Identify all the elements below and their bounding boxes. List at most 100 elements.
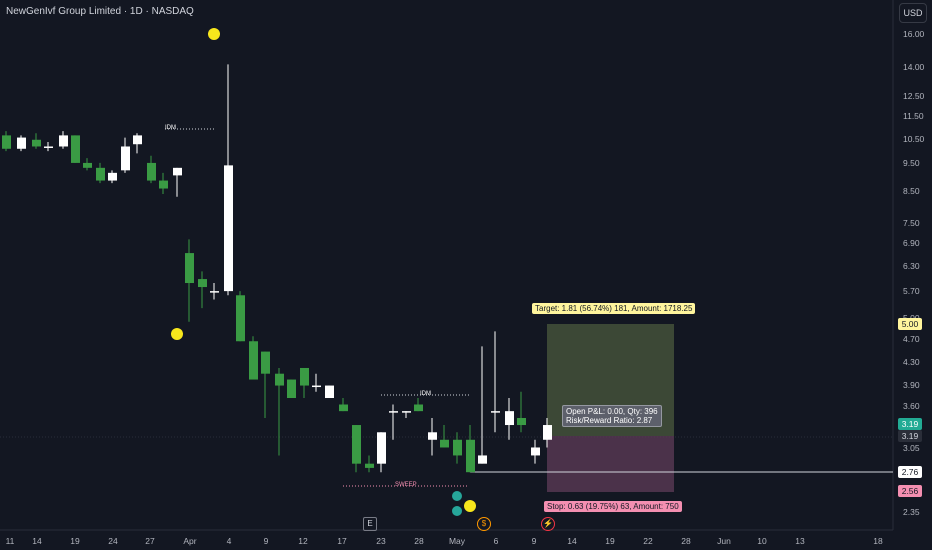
candle-body — [210, 291, 219, 293]
candle-body — [133, 135, 142, 145]
time-tick: 17 — [337, 536, 347, 546]
candle-body — [2, 135, 11, 149]
candle-body — [236, 295, 245, 342]
idm-label-1: IDM — [165, 125, 176, 131]
candle-body — [478, 455, 487, 464]
candle-body — [543, 425, 552, 440]
pnl-label: Open P&L: 0.00, Qty: 396 Risk/Reward Rat… — [562, 405, 662, 427]
time-tick: 13 — [795, 536, 805, 546]
level-price-tag: 2.76 — [898, 466, 922, 478]
time-tick: 23 — [376, 536, 386, 546]
price-tick: 9.50 — [903, 158, 920, 168]
candle-body — [517, 417, 526, 426]
candle-body — [325, 385, 334, 399]
time-tick: Jun — [717, 536, 731, 546]
time-tick: 12 — [298, 536, 308, 546]
time-tick: 28 — [681, 536, 691, 546]
candle-body — [428, 432, 437, 440]
candle-body — [159, 180, 168, 189]
price-tick: 10.50 — [903, 134, 925, 144]
candle-body — [96, 167, 105, 181]
price-tick: 6.30 — [903, 261, 920, 271]
candle-body — [287, 379, 296, 399]
signal-dot — [208, 28, 220, 40]
symbol-title: NewGenIvf Group Limited · 1D · NASDAQ — [6, 6, 194, 17]
candle-body — [312, 385, 321, 388]
last-close-tag: 3.19 — [898, 418, 922, 430]
time-tick: 22 — [643, 536, 653, 546]
candle-body — [414, 404, 423, 412]
candle-body — [402, 411, 411, 413]
price-tick: 7.50 — [903, 218, 920, 228]
earnings-marker[interactable]: E — [363, 517, 377, 531]
time-tick: 19 — [605, 536, 615, 546]
candle-body — [365, 463, 374, 468]
sweep-label: SWEEP — [395, 482, 417, 488]
price-tick: 11.50 — [903, 111, 924, 121]
time-tick: 9 — [263, 536, 269, 546]
candle-body — [147, 162, 156, 181]
teal-dot — [452, 491, 462, 501]
candle-body — [377, 432, 386, 464]
signal-dot — [464, 500, 476, 512]
candle-body — [173, 167, 182, 176]
dividend-marker[interactable]: $ — [477, 517, 491, 531]
price-tick: 2.35 — [903, 507, 920, 517]
candle-body — [121, 146, 130, 171]
price-tick: 6.90 — [903, 238, 920, 248]
candle-body — [352, 425, 361, 464]
currency-button[interactable]: USD — [899, 3, 927, 23]
price-tick: 12.50 — [903, 91, 925, 101]
signal-dot — [171, 328, 183, 340]
price-tick: 3.60 — [903, 401, 920, 411]
split-marker[interactable]: ⚡ — [541, 517, 555, 531]
candle-body — [261, 351, 270, 374]
stop-label: Stop: 0.63 (19.75%) 63, Amount: 750 — [544, 501, 682, 512]
price-tick: 3.05 — [903, 443, 920, 453]
candle-body — [339, 404, 348, 412]
candle-body — [44, 146, 53, 148]
time-tick: May — [448, 536, 466, 546]
price-tick: 8.50 — [903, 186, 920, 196]
candle-body — [32, 139, 41, 147]
time-tick: 14 — [567, 536, 577, 546]
price-tick: 4.70 — [903, 334, 920, 344]
time-tick: 18 — [873, 536, 883, 546]
candle-body — [505, 411, 514, 426]
time-tick: 24 — [108, 536, 118, 546]
candle-body — [275, 373, 284, 386]
candle-body — [59, 135, 68, 147]
candle-body — [466, 439, 475, 473]
pnl-line-1: Open P&L: 0.00, Qty: 396 — [566, 407, 658, 416]
candle-body — [491, 411, 500, 413]
candle-body — [300, 367, 309, 386]
teal-dot — [452, 506, 462, 516]
price-tick: 16.00 — [903, 29, 925, 39]
price-tick: 3.90 — [903, 380, 920, 390]
time-tick: 4 — [226, 536, 232, 546]
price-tick: 4.30 — [903, 357, 920, 367]
candle-body — [71, 135, 80, 163]
time-tick: 10 — [757, 536, 767, 546]
candle-body — [249, 341, 258, 380]
candle-body — [185, 253, 194, 284]
time-tick: Apr — [183, 536, 197, 546]
price-tick: 5.70 — [903, 286, 920, 296]
last-close-tag-dup: 3.19 — [898, 430, 922, 442]
candle-body — [531, 447, 540, 456]
price-tick: 14.00 — [903, 62, 925, 72]
pnl-line-2: Risk/Reward Ratio: 2.87 — [566, 416, 653, 425]
stop-price-tag: 2.56 — [898, 485, 922, 497]
candle-body — [440, 439, 449, 448]
time-tick: 14 — [32, 536, 42, 546]
candle-body — [108, 172, 117, 181]
time-tick: 6 — [493, 536, 499, 546]
stop-zone — [547, 436, 674, 492]
time-tick: 9 — [531, 536, 537, 546]
time-tick: 11 — [5, 536, 15, 546]
candle-body — [453, 439, 462, 456]
target-label: Target: 1.81 (56.74%) 181, Amount: 1718.… — [532, 303, 696, 314]
candle-body — [224, 165, 233, 292]
candle-body — [83, 162, 92, 168]
